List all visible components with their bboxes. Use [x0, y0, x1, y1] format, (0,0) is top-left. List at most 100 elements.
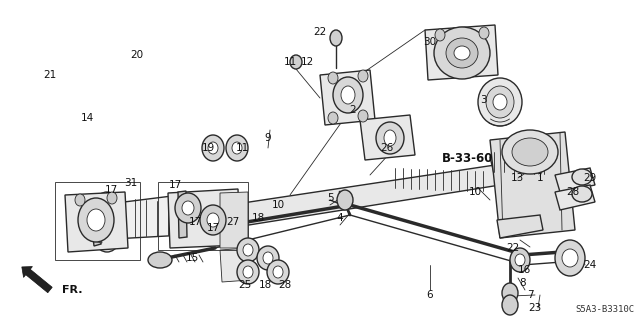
- Ellipse shape: [175, 193, 201, 223]
- Text: 3: 3: [480, 95, 486, 105]
- Polygon shape: [360, 115, 415, 160]
- Ellipse shape: [290, 55, 302, 69]
- Ellipse shape: [273, 266, 283, 278]
- Text: 1: 1: [537, 173, 543, 183]
- Bar: [55, 182, 140, 260]
- Ellipse shape: [358, 70, 368, 82]
- Polygon shape: [320, 70, 375, 125]
- Ellipse shape: [502, 283, 518, 303]
- Text: 7: 7: [527, 290, 533, 300]
- Ellipse shape: [89, 192, 125, 252]
- Text: 21: 21: [44, 70, 56, 80]
- Polygon shape: [490, 148, 560, 178]
- Ellipse shape: [341, 86, 355, 104]
- Polygon shape: [497, 215, 543, 238]
- Ellipse shape: [479, 27, 489, 39]
- Ellipse shape: [237, 260, 259, 284]
- Text: 11: 11: [284, 57, 296, 67]
- Text: 22: 22: [314, 27, 326, 37]
- Ellipse shape: [97, 202, 117, 242]
- Ellipse shape: [486, 86, 514, 118]
- Text: 18: 18: [252, 213, 264, 223]
- Ellipse shape: [202, 135, 224, 161]
- Polygon shape: [88, 202, 102, 215]
- Ellipse shape: [182, 201, 194, 215]
- Text: 8: 8: [520, 278, 526, 288]
- Text: 15: 15: [186, 253, 198, 263]
- Text: 25: 25: [238, 280, 252, 290]
- Ellipse shape: [78, 198, 114, 242]
- Ellipse shape: [572, 186, 592, 202]
- Ellipse shape: [493, 94, 507, 110]
- Ellipse shape: [267, 260, 289, 284]
- Ellipse shape: [328, 72, 338, 84]
- Text: 28: 28: [278, 280, 292, 290]
- Text: S5A3-B3310C: S5A3-B3310C: [576, 305, 635, 314]
- Ellipse shape: [87, 209, 105, 231]
- Ellipse shape: [478, 78, 522, 126]
- Text: 23: 23: [529, 303, 541, 313]
- Text: 17: 17: [188, 217, 202, 227]
- Text: 16: 16: [517, 265, 531, 275]
- Ellipse shape: [237, 238, 259, 262]
- Ellipse shape: [358, 110, 368, 122]
- Text: 4: 4: [337, 213, 343, 223]
- Text: 14: 14: [81, 113, 93, 123]
- Text: 26: 26: [380, 143, 394, 153]
- Ellipse shape: [226, 135, 248, 161]
- Text: FR.: FR.: [62, 285, 83, 295]
- Text: 22: 22: [506, 243, 520, 253]
- Ellipse shape: [512, 138, 548, 166]
- Text: 11: 11: [236, 143, 248, 153]
- Text: 24: 24: [584, 260, 596, 270]
- Text: B-33-60: B-33-60: [442, 152, 493, 165]
- Ellipse shape: [572, 169, 592, 185]
- Text: 17: 17: [206, 223, 220, 233]
- Ellipse shape: [243, 244, 253, 256]
- Polygon shape: [65, 192, 128, 252]
- Polygon shape: [220, 248, 250, 282]
- Ellipse shape: [434, 27, 490, 79]
- Polygon shape: [93, 235, 101, 246]
- Ellipse shape: [75, 194, 85, 206]
- Ellipse shape: [562, 249, 578, 267]
- Polygon shape: [490, 132, 575, 238]
- Bar: [158, 182, 248, 250]
- Text: 28: 28: [566, 187, 580, 197]
- Ellipse shape: [435, 29, 445, 41]
- Text: 10: 10: [468, 187, 481, 197]
- Ellipse shape: [200, 205, 226, 235]
- Text: 20: 20: [131, 50, 143, 60]
- Ellipse shape: [502, 130, 558, 174]
- Polygon shape: [183, 165, 500, 235]
- Ellipse shape: [232, 142, 242, 154]
- Text: 13: 13: [510, 173, 524, 183]
- FancyArrow shape: [22, 267, 52, 293]
- Ellipse shape: [148, 252, 172, 268]
- Ellipse shape: [257, 246, 279, 270]
- Polygon shape: [220, 192, 248, 248]
- Polygon shape: [555, 185, 595, 210]
- Ellipse shape: [243, 266, 253, 278]
- Ellipse shape: [263, 252, 273, 264]
- Text: 29: 29: [584, 173, 596, 183]
- Text: 17: 17: [168, 180, 182, 190]
- Ellipse shape: [337, 190, 353, 210]
- Polygon shape: [555, 168, 595, 192]
- Text: 30: 30: [424, 37, 436, 47]
- Polygon shape: [168, 189, 240, 248]
- Ellipse shape: [555, 240, 585, 276]
- Polygon shape: [178, 191, 187, 238]
- Ellipse shape: [384, 130, 396, 146]
- Text: 2: 2: [349, 105, 356, 115]
- Ellipse shape: [454, 46, 470, 60]
- Text: 18: 18: [259, 280, 271, 290]
- Text: 5: 5: [326, 193, 333, 203]
- Polygon shape: [425, 25, 498, 80]
- Text: 19: 19: [202, 143, 214, 153]
- Ellipse shape: [207, 213, 219, 227]
- Polygon shape: [95, 195, 185, 240]
- Ellipse shape: [107, 192, 117, 204]
- Text: 31: 31: [124, 178, 138, 188]
- Ellipse shape: [208, 142, 218, 154]
